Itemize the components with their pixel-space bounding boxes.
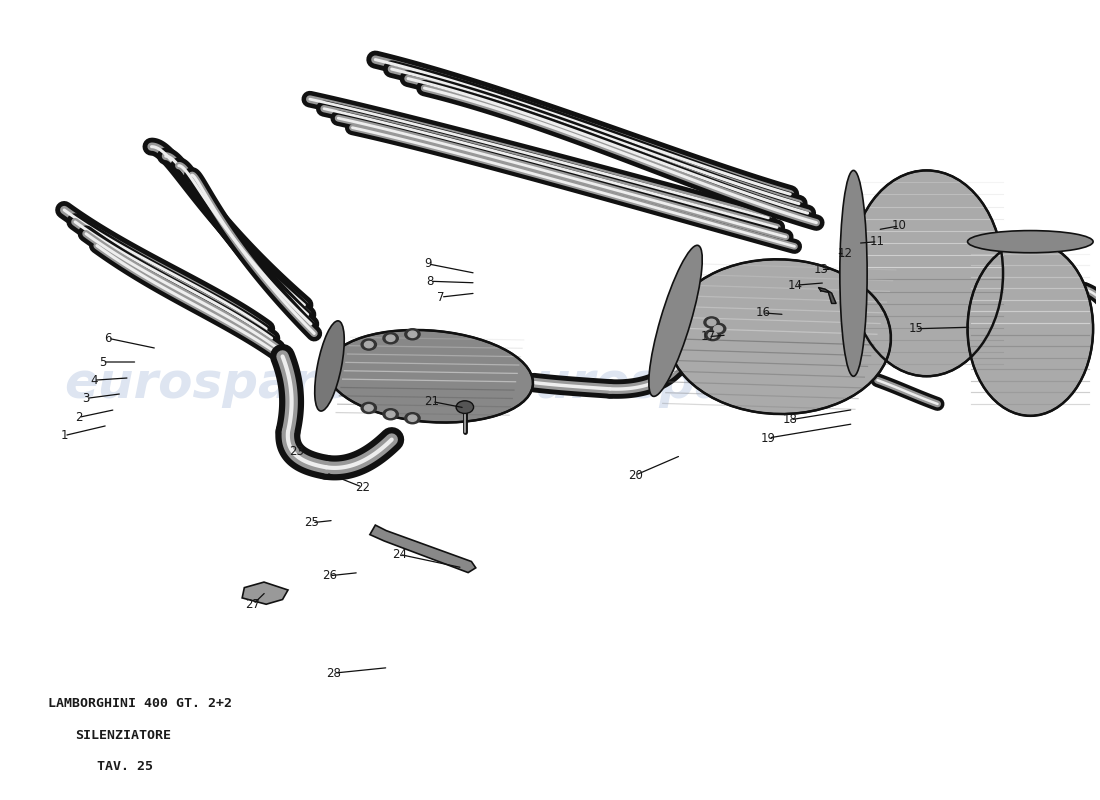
- Circle shape: [711, 323, 726, 334]
- Text: 5: 5: [99, 355, 106, 369]
- Circle shape: [456, 401, 474, 414]
- Text: eurospares: eurospares: [65, 360, 381, 408]
- Text: 26: 26: [322, 570, 337, 582]
- Circle shape: [361, 339, 376, 350]
- Circle shape: [714, 326, 723, 332]
- Text: 2: 2: [75, 411, 82, 424]
- Ellipse shape: [315, 321, 344, 411]
- Text: 12: 12: [837, 247, 852, 260]
- Circle shape: [364, 405, 373, 411]
- Text: 22: 22: [354, 481, 370, 494]
- Text: 16: 16: [756, 306, 770, 319]
- Circle shape: [386, 411, 395, 418]
- Text: 24: 24: [392, 548, 407, 561]
- Text: 25: 25: [305, 516, 319, 530]
- Circle shape: [364, 342, 373, 348]
- Text: 8: 8: [426, 274, 433, 288]
- Text: 19: 19: [761, 431, 776, 445]
- Ellipse shape: [839, 170, 867, 376]
- Ellipse shape: [327, 330, 534, 422]
- Text: 9: 9: [424, 258, 431, 270]
- Text: 13: 13: [813, 263, 828, 276]
- Text: 20: 20: [628, 469, 642, 482]
- Text: 14: 14: [788, 278, 803, 292]
- Ellipse shape: [668, 259, 891, 414]
- Text: 6: 6: [104, 332, 111, 345]
- Circle shape: [386, 335, 395, 342]
- Text: 3: 3: [82, 392, 90, 405]
- Text: SILENZIATORE: SILENZIATORE: [75, 729, 172, 742]
- Text: 7: 7: [437, 290, 444, 303]
- Text: 11: 11: [870, 235, 886, 248]
- Polygon shape: [242, 582, 288, 604]
- Text: TAV. 25: TAV. 25: [97, 760, 153, 774]
- Ellipse shape: [850, 170, 1003, 376]
- Polygon shape: [818, 287, 836, 303]
- Circle shape: [361, 402, 376, 414]
- Text: 4: 4: [90, 374, 98, 386]
- Text: 1: 1: [60, 429, 68, 442]
- Text: 27: 27: [245, 598, 261, 610]
- Ellipse shape: [968, 242, 1093, 416]
- Text: LAMBORGHINI 400 GT. 2+2: LAMBORGHINI 400 GT. 2+2: [47, 697, 232, 710]
- Circle shape: [383, 333, 398, 344]
- Circle shape: [405, 413, 420, 424]
- Text: 21: 21: [425, 395, 440, 408]
- Text: 17: 17: [701, 330, 716, 343]
- Circle shape: [405, 329, 420, 340]
- Text: 28: 28: [327, 666, 341, 680]
- Polygon shape: [370, 525, 476, 573]
- Text: 15: 15: [909, 322, 923, 335]
- Circle shape: [408, 331, 417, 338]
- Circle shape: [383, 409, 398, 420]
- Circle shape: [708, 332, 717, 338]
- Text: 23: 23: [289, 445, 305, 458]
- Text: 18: 18: [783, 414, 798, 426]
- Ellipse shape: [968, 230, 1093, 253]
- Text: 10: 10: [892, 219, 906, 232]
- Circle shape: [707, 319, 716, 326]
- Ellipse shape: [649, 246, 702, 396]
- Circle shape: [704, 317, 719, 328]
- Circle shape: [705, 330, 720, 341]
- Text: eurospares: eurospares: [502, 360, 817, 408]
- Circle shape: [408, 415, 417, 422]
